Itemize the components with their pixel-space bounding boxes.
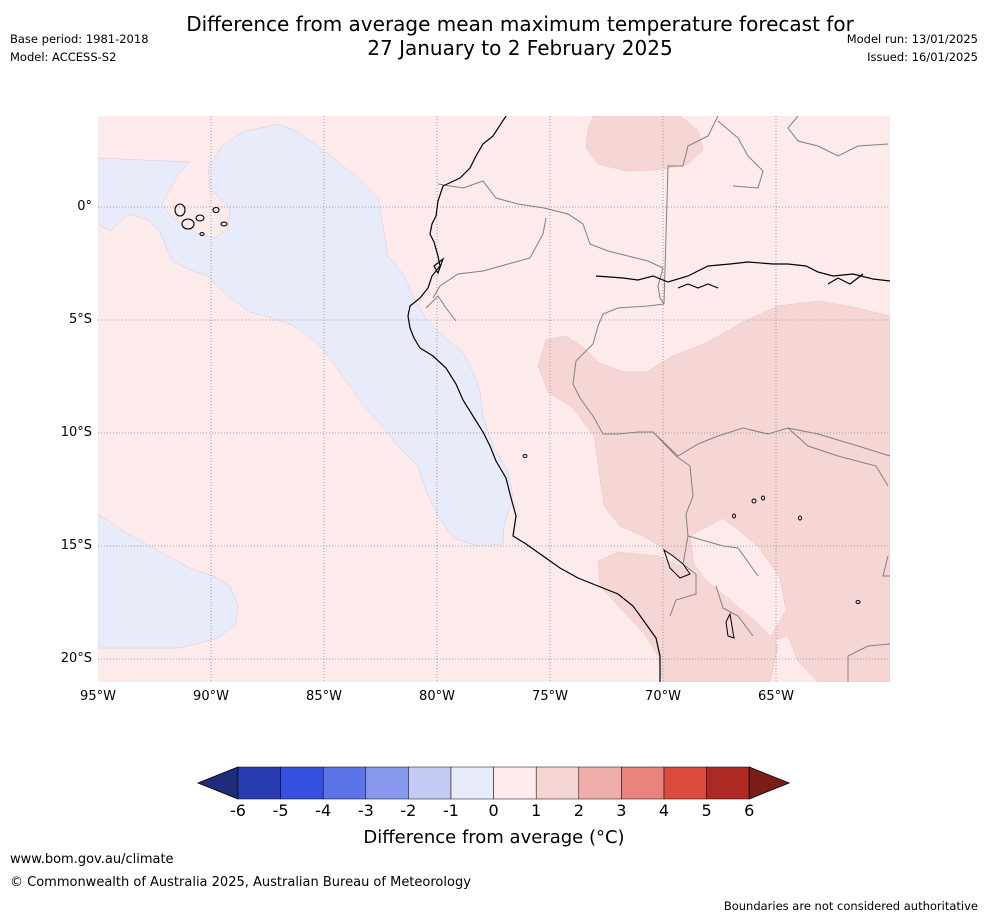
colorbar-tick--2: -2 — [400, 801, 417, 820]
cool-anomaly-region-southwest — [98, 513, 239, 649]
base-period: Base period: 1981-2018 — [10, 32, 149, 46]
lon-label-70w: 70°W — [645, 689, 681, 704]
colorbar-title: Difference from average (°C) — [363, 827, 625, 848]
model-run: Model run: 13/01/2025 — [846, 32, 978, 46]
colorbar-tick--5: -5 — [272, 801, 289, 820]
colorbar-segment--1-to-0 — [450, 766, 494, 800]
gridlines — [98, 116, 890, 682]
lakes — [522, 454, 861, 639]
model-name: Model: ACCESS-S2 — [10, 50, 117, 64]
lat-label-10s: 10°S — [60, 425, 92, 440]
colorbar-segment-2-to-3 — [578, 766, 622, 800]
colorbar-tick--3: -3 — [357, 801, 374, 820]
colorbar-tick--1: -1 — [443, 801, 459, 820]
warm-anomaly-region-east — [537, 300, 890, 682]
forecast-map — [98, 116, 890, 682]
title-line-2: 27 January to 2 February 2025 — [367, 36, 673, 60]
footer-copyright: © Commonwealth of Australia 2025, Austra… — [10, 875, 471, 890]
title-line-1: Difference from average mean maximum tem… — [186, 12, 854, 36]
lon-label-85w: 85°W — [306, 689, 342, 704]
colorbar-segment-0-to-1 — [493, 766, 537, 800]
colorbar-tick-2: 2 — [573, 801, 584, 820]
colorbar-tick-3: 3 — [616, 801, 627, 820]
coastline — [407, 116, 890, 682]
meta-right: Model run: 13/01/2025 Issued: 16/01/2025 — [847, 30, 978, 66]
colorbar-tick-4: 4 — [658, 801, 670, 820]
colorbar-segment-4-to-5 — [663, 766, 707, 800]
colorbar-segment--2-to--1 — [408, 766, 452, 800]
issued-date: Issued: 16/01/2025 — [867, 50, 978, 64]
colorbar-segment-3-to-4 — [621, 766, 665, 800]
colorbar-segment--4-to--3 — [322, 766, 367, 800]
lon-label-80w: 80°W — [419, 689, 455, 704]
lon-label-65w: 65°W — [758, 689, 794, 704]
colorbar-tick-1: 1 — [531, 801, 542, 820]
colorbar-extend-high — [748, 766, 791, 800]
lat-label-5s: 5°S — [68, 312, 92, 327]
country-borders — [425, 116, 890, 682]
warm-anomaly-region-north — [585, 116, 704, 172]
colorbar-tick-5: 5 — [701, 801, 712, 820]
lat-label-15s: 15°S — [60, 538, 92, 553]
colorbar — [196, 766, 791, 800]
lat-label-0: 0° — [77, 199, 92, 214]
lon-label-95w: 95°W — [80, 689, 116, 704]
lat-label-20s: 20°S — [60, 651, 92, 666]
colorbar-segment-1-to-2 — [535, 766, 580, 800]
lon-label-75w: 75°W — [532, 689, 568, 704]
colorbar-tick-6: 6 — [744, 801, 755, 820]
galapagos-islands — [174, 203, 228, 237]
footer-boundaries-note: Boundaries are not considered authoritat… — [723, 899, 978, 913]
colorbar-tick-0: 0 — [488, 801, 499, 820]
colorbar-tick--4: -4 — [315, 801, 332, 820]
colorbar-segment--3-to--2 — [365, 766, 409, 800]
map-title: Difference from average mean maximum tem… — [0, 12, 988, 60]
meta-left: Base period: 1981-2018 Model: ACCESS-S2 — [10, 30, 149, 66]
colorbar-tick--6: -6 — [230, 801, 246, 820]
colorbar-segment-5-to-6 — [706, 766, 750, 800]
footer-url[interactable]: www.bom.gov.au/climate — [10, 852, 174, 867]
colorbar-segment--5-to--4 — [280, 766, 324, 800]
cool-anomaly-region-pacific — [98, 123, 514, 547]
warm-anomaly-region-south — [597, 551, 779, 682]
colorbar-extend-low — [196, 766, 239, 800]
lon-label-90w: 90°W — [193, 689, 229, 704]
colorbar-segment--6-to--5 — [237, 766, 281, 800]
